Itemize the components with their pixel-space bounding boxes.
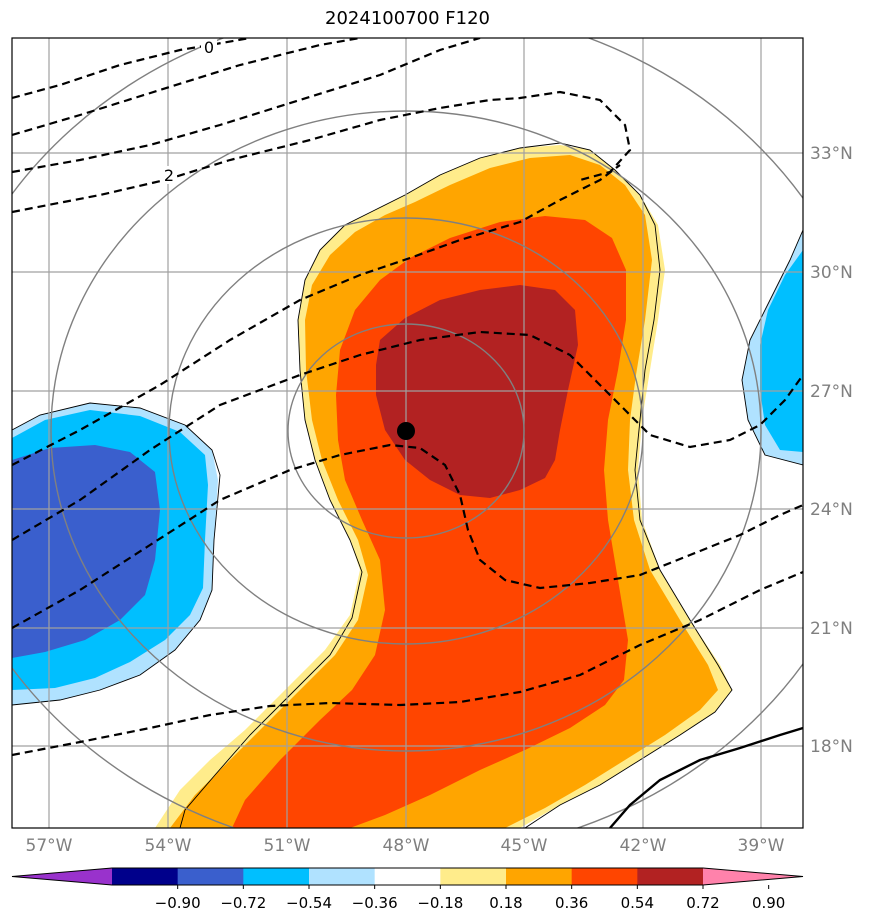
- colorbar-segment: [374, 868, 441, 885]
- colorbar-extend-high: [703, 868, 803, 885]
- colorbar-segment: [506, 868, 573, 885]
- lon-label-45: 45°W: [501, 836, 548, 856]
- lat-label-24: 24°N: [810, 500, 853, 520]
- lon-label-51: 51°W: [264, 836, 311, 856]
- colorbar-tick-label: 0.54: [621, 894, 654, 912]
- lat-label-18: 18°N: [810, 737, 853, 757]
- lon-label-39: 39°W: [738, 836, 785, 856]
- colorbar-tick-label: 0.90: [752, 894, 785, 912]
- negative-anomaly-east-mid: [760, 250, 803, 452]
- plot-frame: [11, 37, 804, 829]
- anomaly-outline-main: [179, 142, 733, 828]
- colorbar-tick-label: −0.54: [286, 894, 332, 912]
- colorbar-tick-label: 0.72: [686, 894, 719, 912]
- colorbar-tick-label: 0.18: [489, 894, 522, 912]
- lat-label-33: 33°N: [810, 144, 853, 164]
- lat-label-21: 21°N: [810, 619, 853, 639]
- dashed-contours: [12, 38, 803, 757]
- colorbar-segment: [309, 868, 376, 885]
- colorbar-tick-label: −0.72: [220, 894, 266, 912]
- anomaly-outline-west: [12, 402, 221, 706]
- colorbar-tick-label: 0.36: [555, 894, 588, 912]
- longitude-labels: 57°W 54°W 51°W 48°W 45°W 42°W 39°W: [26, 836, 785, 856]
- solid-contour: [609, 726, 803, 828]
- lon-label-48: 48°W: [383, 836, 430, 856]
- colorbar-outline: [11, 867, 804, 886]
- latitude-labels: 33°N 30°N 27°N 24°N 21°N 18°N: [810, 144, 853, 757]
- colorbar: [11, 867, 804, 886]
- anomaly-outline-east: [741, 229, 803, 466]
- lat-label-27: 27°N: [810, 382, 853, 402]
- colorbar-tick-label: −0.36: [352, 894, 398, 912]
- contour-label-0: 0: [204, 38, 214, 57]
- colorbar-tick-label: −0.18: [417, 894, 463, 912]
- colorbar-segment: [571, 868, 638, 885]
- colorbar-segment: [440, 868, 507, 885]
- map-title: 2024100700 F120: [325, 8, 490, 29]
- colorbar-ticks: −0.90 −0.72 −0.54 −0.36 −0.18 0.18 0.36 0.54 0.7…: [155, 885, 785, 912]
- contour-label-2: 2: [164, 166, 174, 185]
- lon-label-57: 57°W: [26, 836, 73, 856]
- map-plot-area: 0 2: [12, 38, 803, 828]
- gridlines: [12, 38, 803, 828]
- lat-label-30: 30°N: [810, 263, 853, 283]
- storm-center-marker: [397, 422, 415, 440]
- lon-label-54: 54°W: [145, 836, 192, 856]
- lon-label-42: 42°W: [620, 836, 667, 856]
- colorbar-tick-label: −0.90: [155, 894, 201, 912]
- range-rings: [12, 38, 803, 828]
- colorbar-segment: [637, 868, 704, 885]
- colorbar-extend-low: [12, 868, 112, 885]
- colorbar-segment: [112, 868, 179, 885]
- colorbar-segment: [243, 868, 310, 885]
- colorbar-segment: [177, 868, 244, 885]
